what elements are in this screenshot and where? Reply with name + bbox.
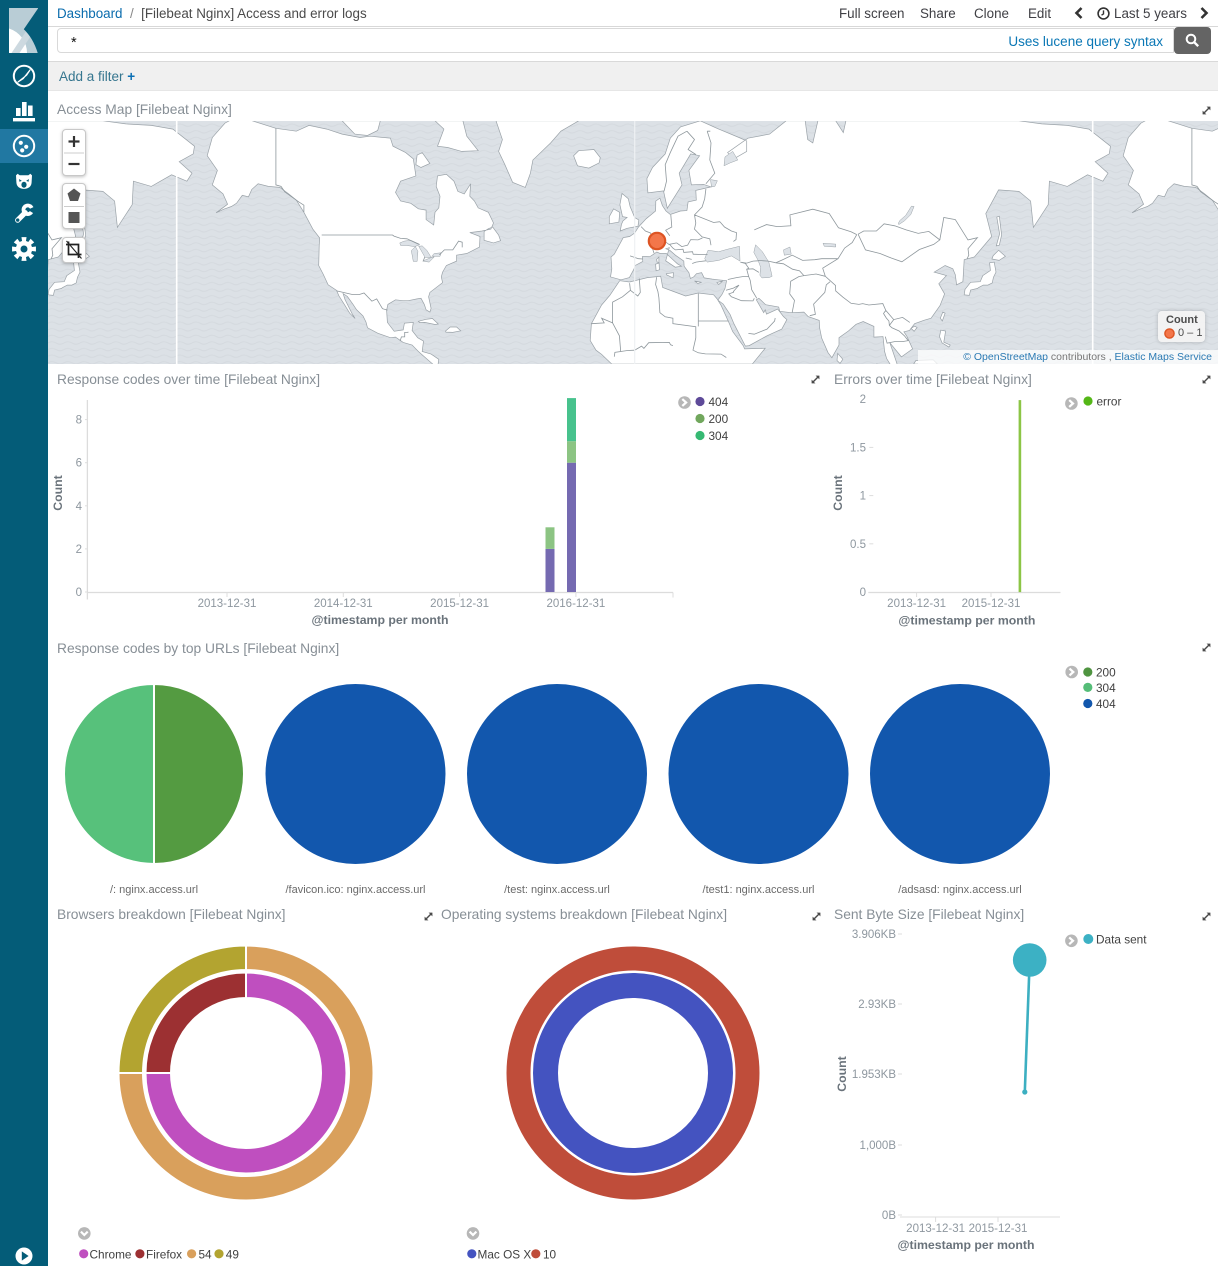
svg-text:2016-12-31: 2016-12-31: [546, 598, 605, 610]
svg-text:200: 200: [1096, 666, 1116, 680]
svg-text:1: 1: [860, 491, 866, 503]
svg-text:6: 6: [76, 458, 82, 470]
svg-text:4: 4: [76, 501, 83, 513]
svg-text:200: 200: [709, 412, 729, 426]
svg-text:Count: Count: [51, 475, 65, 511]
svg-text:/: nginx.access.url: /: nginx.access.url: [110, 884, 198, 896]
svg-text:2013-12-31: 2013-12-31: [887, 598, 946, 610]
svg-text:Chrome: Chrome: [90, 1247, 132, 1261]
svg-text:1.5: 1.5: [850, 442, 866, 454]
svg-text:404: 404: [1096, 697, 1116, 711]
svg-text:2015-12-31: 2015-12-31: [969, 1223, 1028, 1235]
svg-text:8: 8: [76, 415, 82, 427]
svg-text:Firefox: Firefox: [146, 1247, 182, 1261]
svg-text:10: 10: [543, 1247, 557, 1261]
svg-text:Data sent: Data sent: [1096, 933, 1147, 947]
svg-text:3.906KB: 3.906KB: [852, 929, 896, 941]
svg-text:Count: Count: [831, 475, 845, 511]
svg-text:2014-12-31: 2014-12-31: [314, 598, 373, 610]
svg-text:/adsasd: nginx.access.url: /adsasd: nginx.access.url: [898, 884, 1022, 896]
svg-text:error: error: [1097, 395, 1122, 409]
svg-text:2.93KB: 2.93KB: [858, 999, 896, 1011]
svg-text:2013-12-31: 2013-12-31: [906, 1223, 965, 1235]
svg-text:2: 2: [76, 544, 82, 556]
svg-text:304: 304: [1096, 681, 1116, 695]
svg-text:Count: Count: [835, 1056, 849, 1092]
svg-text:/test: nginx.access.url: /test: nginx.access.url: [504, 884, 610, 896]
svg-text:304: 304: [709, 429, 729, 443]
svg-text:1.953KB: 1.953KB: [852, 1069, 896, 1081]
svg-text:54: 54: [199, 1247, 213, 1261]
svg-text:404: 404: [709, 395, 729, 409]
svg-text:0B: 0B: [882, 1210, 896, 1222]
svg-text:0: 0: [860, 587, 866, 599]
svg-text:2013-12-31: 2013-12-31: [198, 598, 257, 610]
svg-text:1,000B: 1,000B: [860, 1140, 897, 1152]
svg-text:0.5: 0.5: [850, 539, 866, 551]
svg-text:0: 0: [76, 587, 82, 599]
svg-text:/test1: nginx.access.url: /test1: nginx.access.url: [703, 884, 815, 896]
svg-text:2015-12-31: 2015-12-31: [962, 598, 1021, 610]
svg-text:Mac OS X: Mac OS X: [478, 1247, 532, 1261]
svg-text:2015-12-31: 2015-12-31: [430, 598, 489, 610]
svg-text:49: 49: [226, 1247, 239, 1261]
svg-text:@timestamp per month: @timestamp per month: [898, 614, 1035, 628]
svg-text:2: 2: [860, 394, 866, 406]
svg-text:@timestamp per month: @timestamp per month: [897, 1238, 1034, 1252]
svg-text:/favicon.ico: nginx.access.url: /favicon.ico: nginx.access.url: [285, 884, 425, 896]
svg-text:@timestamp per month: @timestamp per month: [311, 613, 448, 627]
